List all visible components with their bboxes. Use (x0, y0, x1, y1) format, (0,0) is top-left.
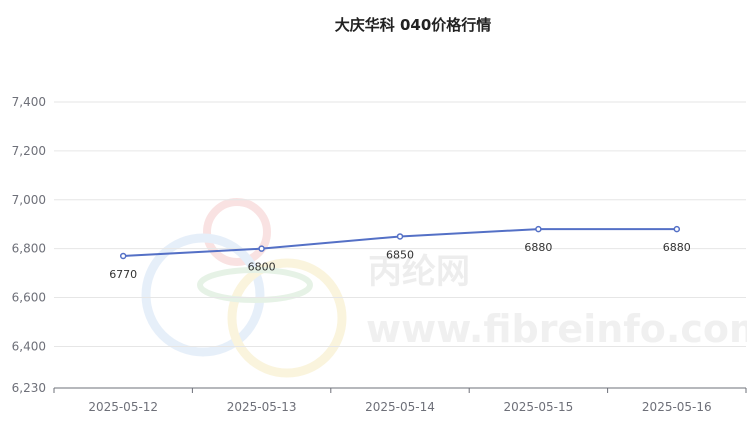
data-point[interactable] (673, 225, 681, 233)
data-point[interactable] (396, 233, 404, 240)
y-tick-label: 6,230 (12, 381, 46, 395)
data-labels: 6770 6800 6850 6880 6880 (109, 241, 691, 281)
y-tick-label: 7,200 (12, 144, 46, 158)
watermark-cn-text: 丙纶网 (368, 252, 470, 292)
grid-lines (54, 101, 746, 347)
y-tick-label: 7,400 (12, 95, 46, 109)
data-label: 6880 (524, 241, 552, 254)
watermark-ring-yellow (227, 258, 347, 378)
watermark-ring-red (203, 198, 271, 266)
x-tick-label: 2025-05-13 (227, 400, 297, 414)
axes: 6,230 6,400 6,600 6,800 7,000 7,200 7,400 2025-… (12, 95, 747, 414)
y-tick-label: 7,000 (12, 193, 46, 207)
x-tick-label: 2025-05-14 (365, 400, 435, 414)
data-label: 6800 (248, 261, 276, 274)
x-tick-label: 2025-05-16 (642, 400, 712, 414)
data-label: 6880 (663, 241, 691, 254)
data-point[interactable] (119, 252, 127, 260)
watermark-ring-blue (141, 233, 265, 357)
data-label: 6770 (109, 268, 137, 281)
y-tick-label: 6,400 (12, 339, 46, 353)
x-tick-label: 2025-05-12 (88, 400, 158, 414)
watermark-ring-green (197, 267, 313, 303)
series-layer (119, 225, 681, 260)
watermark-logo: 丙纶网 www.fibreinfo.com (141, 198, 747, 378)
y-tick-label: 6,800 (12, 242, 46, 256)
y-tick-label: 6,600 (12, 291, 46, 305)
x-tick-label: 2025-05-15 (504, 400, 574, 414)
data-point[interactable] (258, 245, 265, 252)
data-point[interactable] (535, 225, 542, 233)
watermark-url-text: www.fibreinfo.com (366, 307, 747, 351)
data-label: 6850 (386, 248, 414, 261)
chart-title: 大庆华科 040价格行情 (334, 16, 492, 34)
